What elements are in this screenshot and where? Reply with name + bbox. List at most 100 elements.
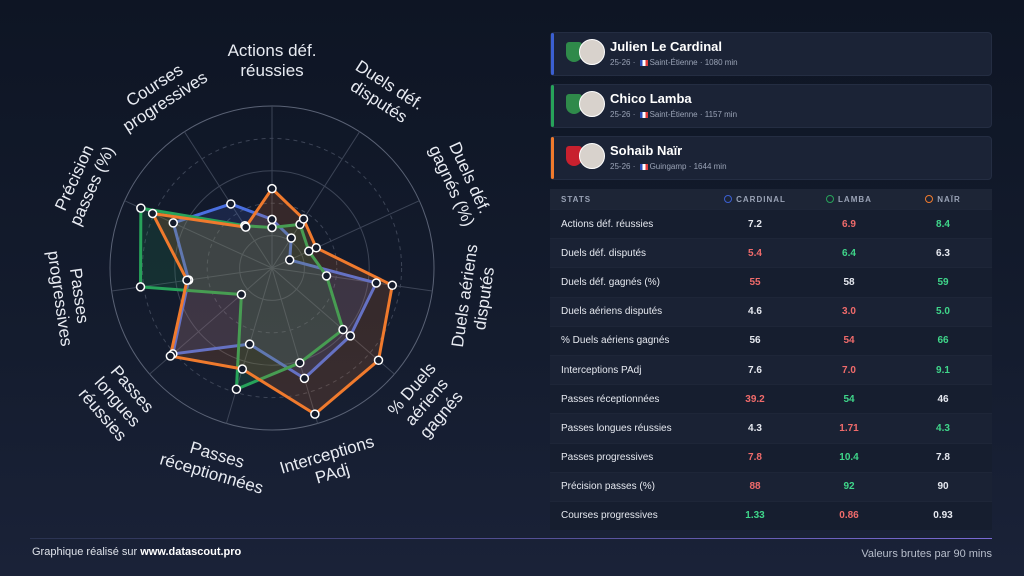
player-photo [579,39,605,65]
value-cell: 66 [937,335,949,347]
header-cell: NAÏR [896,195,990,204]
data-point [165,351,176,361]
axis-label: Duels déf.gagnés (%) [425,134,496,229]
club-badge [566,94,582,114]
data-point [267,222,277,233]
data-point [240,222,251,232]
spoke [183,131,273,269]
minutes: 1157 min [704,110,738,119]
stat-name: % Duels aériens gagnés [561,335,670,347]
stat-name: Duels déf. gagnés (%) [561,276,660,288]
header-cell: STATS [550,195,708,204]
axis-label: Passesréceptionnées [158,431,271,498]
table-row: Passes longues réussies 4.3 1.71 4.3 [550,413,992,443]
value-cell: 9.1 [936,364,950,376]
value-cell: 6.4 [842,247,856,259]
stat-name: Précision passes (%) [561,481,655,493]
player-name: Chico Lamba [610,91,692,106]
value-cell: 3.0 [842,306,856,318]
value-cell: 4.3 [748,422,762,434]
data-point [387,280,398,291]
color-bar [551,137,554,179]
data-point [147,208,158,219]
table-row: Duels aériens disputés 4.6 3.0 5.0 [550,296,992,326]
spoke [271,200,420,269]
minutes: 1644 min [693,162,727,171]
value-cell: 4.6 [748,306,762,318]
value-cell: 7.2 [748,218,762,230]
data-point [182,275,192,285]
axis-label: Duels déf.disputés [341,57,426,131]
value-cell: 55 [749,276,761,288]
header-text: CARDINAL [736,194,786,204]
table-row: Duels déf. disputés 5.4 6.4 6.3 [550,238,992,268]
data-point [284,255,295,265]
data-point [299,373,310,384]
player-dot [826,195,835,204]
axis-label: Passesprogressives [43,247,95,348]
player-cards: Julien Le Cardinal 25-26 · Saint-Étienne … [550,32,992,180]
minutes: 1080 min [704,58,738,67]
data-point [244,339,255,349]
value-cell: 0.86 [839,510,859,522]
axis-label: Passeslonguesréussies [74,359,159,445]
player-card: Sohaib Naïr 25-26 · Guingamp · 1644 min [550,136,992,180]
stat-name: Actions déf. réussies [561,218,654,230]
axis-label: Précisionpasses (%) [48,135,118,228]
side-panel: Julien Le Cardinal 25-26 · Saint-Étienne … [550,32,992,531]
data-point [321,271,332,281]
club-badge [566,42,582,62]
data-point [236,289,247,300]
series-area [151,187,394,416]
data-point [304,246,314,256]
value-cell: 5.4 [748,247,762,259]
season: 25-26 [610,110,631,119]
flag [639,163,648,170]
value-cell: 6.3 [936,247,950,259]
table-header: STATS CARDINAL LAMBA NAÏR [550,189,992,209]
data-point [237,364,248,374]
value-cell: 7.6 [748,364,762,376]
value-cell: 6.9 [842,218,856,230]
club-badge [566,146,582,166]
value-cell: 58 [843,276,855,288]
value-cell: 46 [937,393,949,405]
value-cell: 54 [843,335,855,347]
header-text: LAMBA [838,194,872,204]
data-point [136,203,146,213]
color-bar [551,33,554,75]
radar-chart: Actions déf. réussies Duels déf.disputésDu… [43,42,498,499]
stat-name: Interceptions PAdj [561,364,642,376]
table-row: Passes réceptionnées 39.2 54 46 [550,384,992,414]
table-row: Actions déf. réussies 7.2 6.9 8.4 [550,209,992,239]
axis-label: % Duelsaériensgagnés [384,359,469,445]
player-meta: 25-26 · Saint-Étienne · 1080 min [610,58,738,67]
value-cell: 54 [843,393,855,405]
club: Saint-Étienne [649,110,698,119]
stats-table: STATS CARDINAL LAMBA NAÏR Actions déf. réuss… [550,189,992,531]
value-cell: 56 [749,335,761,347]
axis-label: InterceptionsPAdj [278,432,382,496]
value-cell: 1.71 [839,422,859,434]
data-point [286,233,297,243]
value-cell: 39.2 [745,393,765,405]
player-card: Chico Lamba 25-26 · Saint-Étienne · 1157 … [550,84,992,128]
value-cell: 7.8 [748,452,762,464]
data-point [295,358,305,368]
player-name: Sohaib Naïr [610,143,683,158]
table-row: Précision passes (%) 88 92 90 [550,471,992,501]
value-cell: 7.8 [936,452,950,464]
table-row: Interceptions PAdj 7.6 7.0 9.1 [550,354,992,385]
value-cell: 7.0 [842,364,856,376]
stat-name: Duels aériens disputés [561,306,663,318]
player-meta: 25-26 · Guingamp · 1644 min [610,162,727,171]
player-meta: 25-26 · Saint-Étienne · 1157 min [610,110,738,119]
data-point [135,282,146,292]
spoke [271,267,319,424]
header-text: NAÏR [937,194,961,204]
table-row: % Duels aériens gagnés 56 54 66 [550,325,992,355]
data-point [168,218,179,228]
value-cell: 4.3 [936,422,950,434]
